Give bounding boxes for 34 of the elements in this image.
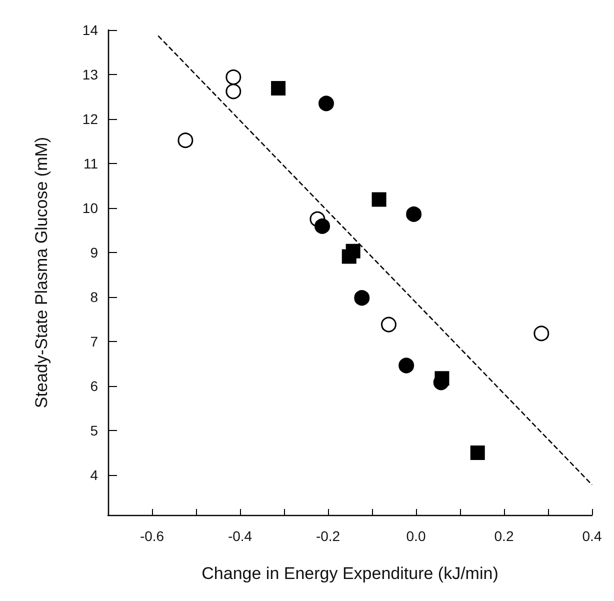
x-tick-label: 0.4 bbox=[582, 528, 602, 544]
point bbox=[314, 218, 330, 234]
point bbox=[470, 445, 485, 460]
y-tick-label: 10 bbox=[82, 200, 98, 216]
point bbox=[380, 316, 396, 332]
y-tick-label: 12 bbox=[82, 110, 98, 127]
y-tick-label: 6 bbox=[90, 378, 98, 394]
point bbox=[226, 69, 242, 85]
point bbox=[318, 96, 334, 112]
point bbox=[226, 84, 242, 100]
point bbox=[434, 371, 450, 386]
x-tick-label: 0.0 bbox=[406, 528, 426, 544]
x-tick-label: 0.2 bbox=[494, 528, 514, 544]
x-axis-title: Change in Energy Expenditure (kJ/min) bbox=[202, 564, 498, 583]
point bbox=[398, 358, 414, 374]
y-tick-label: 7 bbox=[90, 333, 98, 350]
point bbox=[178, 132, 194, 148]
y-tick-label: 5 bbox=[90, 422, 98, 438]
y-tick-label: 13 bbox=[82, 66, 98, 82]
point bbox=[354, 290, 370, 306]
x-tick-label: -0.4 bbox=[228, 528, 252, 544]
point bbox=[406, 206, 422, 222]
y-axis-title: Steady-State Plasma Glucose (mM) bbox=[32, 136, 51, 408]
y-tick-label: 8 bbox=[90, 288, 98, 305]
point bbox=[271, 81, 286, 96]
x-tick-label: -0.2 bbox=[316, 528, 340, 544]
point bbox=[372, 192, 386, 207]
point bbox=[342, 249, 356, 264]
y-tick-label: 9 bbox=[90, 244, 98, 260]
point bbox=[534, 326, 550, 342]
y-tick-label: 14 bbox=[82, 22, 98, 38]
x-tick-label: -0.6 bbox=[140, 528, 164, 544]
y-tick-label: 11 bbox=[83, 155, 98, 172]
y-tick-label: 4 bbox=[90, 466, 98, 483]
